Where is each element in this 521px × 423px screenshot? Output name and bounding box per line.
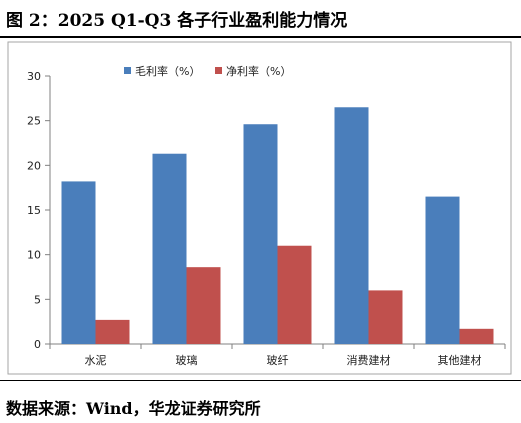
- net-margin-bar: [277, 245, 312, 344]
- source-note: 数据来源：Wind，华龙证券研究所: [6, 399, 261, 418]
- gross-margin-bar: [425, 196, 460, 344]
- y-tick-label: 25: [27, 115, 41, 128]
- x-tick-label: 玻纤: [267, 354, 289, 367]
- legend-swatch: [215, 67, 222, 74]
- gross-margin-bar: [152, 153, 187, 344]
- legend-label: 净利率（%）: [226, 64, 291, 78]
- legend: 毛利率（%） 净利率（%）: [124, 64, 291, 78]
- net-margin-bar: [368, 290, 403, 344]
- y-tick-label: 20: [27, 159, 41, 172]
- x-tick-label: 玻璃: [176, 353, 198, 367]
- y-tick-label: 5: [34, 293, 41, 306]
- x-tick-label: 水泥: [85, 354, 107, 367]
- chart-area: 0 5 10 15 20 25 30 水泥 玻璃 玻纤 消费建材 其他建材 毛利率（%） 净利率（%）: [0, 40, 521, 381]
- net-margin-bar: [459, 328, 494, 344]
- gross-margin-bar: [334, 107, 369, 345]
- y-tick-label: 0: [34, 338, 41, 351]
- legend-label: 毛利率（%）: [135, 64, 200, 78]
- bottom-divider: [0, 380, 521, 381]
- x-tick-label: 消费建材: [347, 353, 391, 367]
- y-tick-label: 30: [27, 70, 41, 83]
- bars: [61, 107, 494, 345]
- gross-margin-bar: [243, 124, 278, 345]
- figure-title: 图 2：2025 Q1-Q3 各子行业盈利能力情况: [6, 11, 348, 31]
- top-divider: [0, 36, 521, 38]
- y-tick-label: 15: [27, 204, 41, 217]
- net-margin-bar: [95, 319, 130, 344]
- legend-swatch: [124, 67, 131, 74]
- bar-chart: 0 5 10 15 20 25 30 水泥 玻璃 玻纤 消费建材 其他建材 毛利率（%） 净利率（%）: [7, 41, 512, 375]
- y-tick-label: 10: [27, 249, 41, 262]
- net-margin-bar: [186, 267, 221, 344]
- x-tick-label: 其他建材: [438, 353, 482, 367]
- gross-margin-bar: [61, 181, 96, 344]
